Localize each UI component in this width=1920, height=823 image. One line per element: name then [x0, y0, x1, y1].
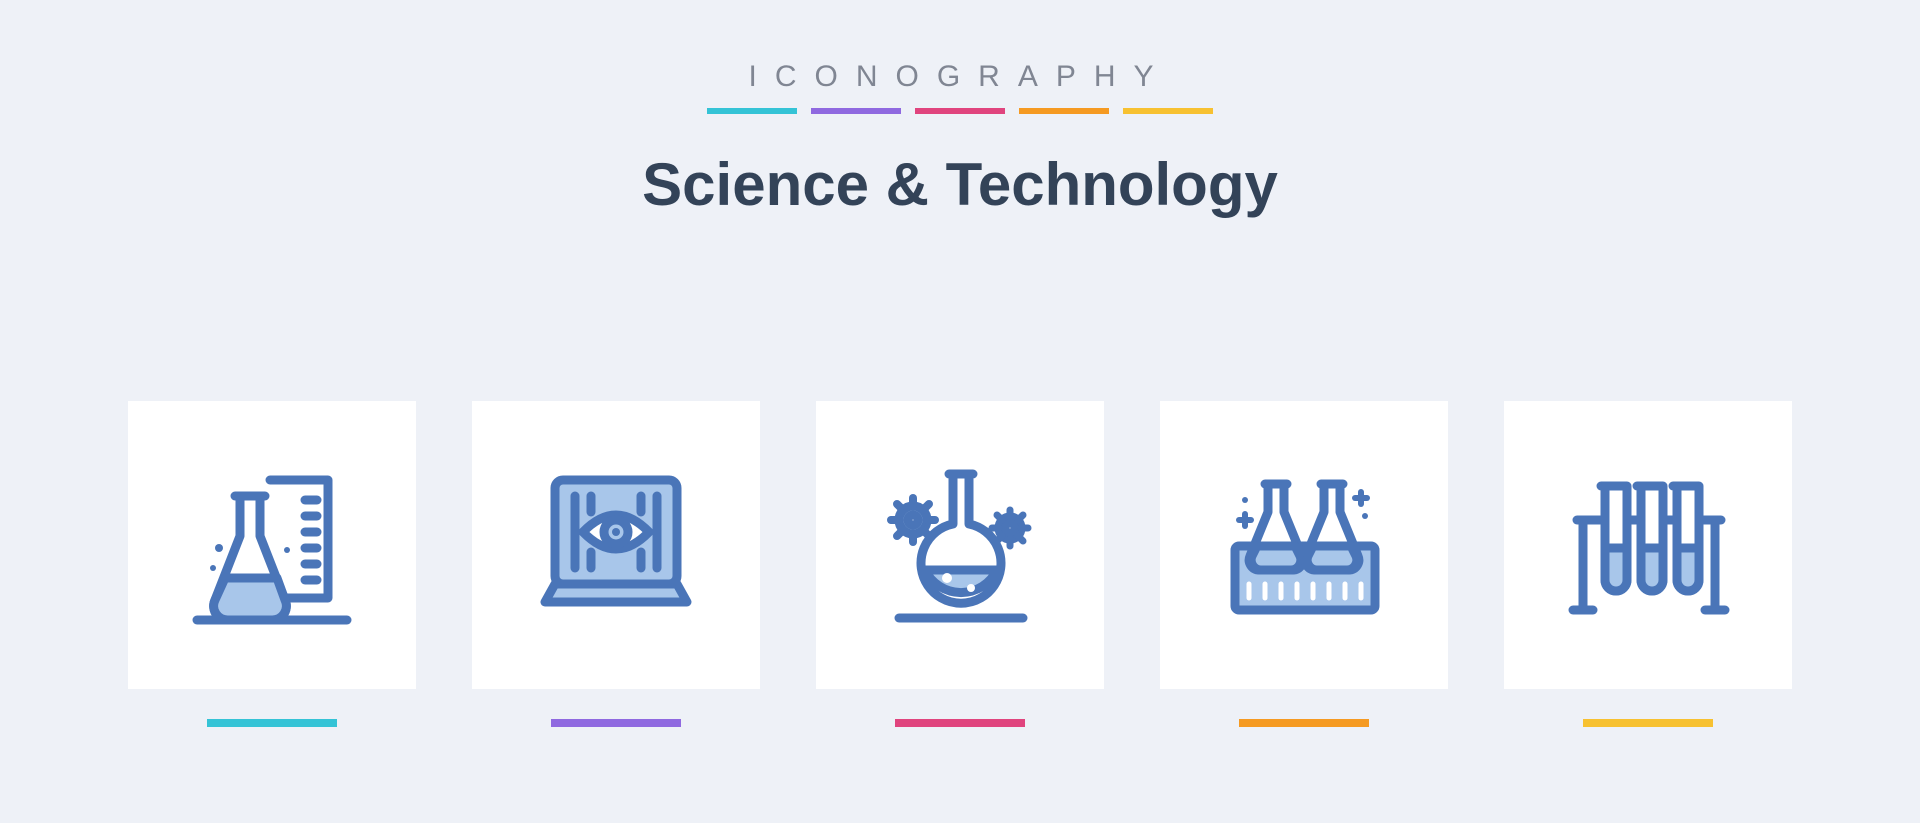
card-accent-bar — [1583, 719, 1713, 727]
icon-card-row — [128, 401, 1792, 727]
brand-accent-row — [642, 108, 1278, 114]
brand-text: ICONOGRAPHY — [642, 60, 1278, 94]
pack-title: Science & Technology — [642, 150, 1278, 219]
header: ICONOGRAPHY Science & Technology — [642, 60, 1278, 219]
accent-bar-4 — [1123, 108, 1213, 114]
flasks-box-icon — [1209, 450, 1399, 640]
accent-bar-1 — [811, 108, 901, 114]
icon-card — [128, 401, 416, 727]
icon-tile — [1160, 401, 1448, 689]
flask-beaker-icon — [177, 450, 367, 640]
card-accent-bar — [551, 719, 681, 727]
icon-tile — [816, 401, 1104, 689]
flask-gears-icon — [865, 450, 1055, 640]
card-accent-bar — [207, 719, 337, 727]
icon-tile — [472, 401, 760, 689]
icon-card — [472, 401, 760, 727]
icon-card — [816, 401, 1104, 727]
accent-bar-2 — [915, 108, 1005, 114]
icon-card — [1504, 401, 1792, 727]
accent-bar-0 — [707, 108, 797, 114]
infographic-canvas: ICONOGRAPHY Science & Technology — [0, 0, 1920, 823]
card-accent-bar — [895, 719, 1025, 727]
test-tubes-icon — [1553, 450, 1743, 640]
icon-card — [1160, 401, 1448, 727]
accent-bar-3 — [1019, 108, 1109, 114]
icon-tile — [1504, 401, 1792, 689]
card-accent-bar — [1239, 719, 1369, 727]
laptop-eye-icon — [521, 450, 711, 640]
icon-tile — [128, 401, 416, 689]
